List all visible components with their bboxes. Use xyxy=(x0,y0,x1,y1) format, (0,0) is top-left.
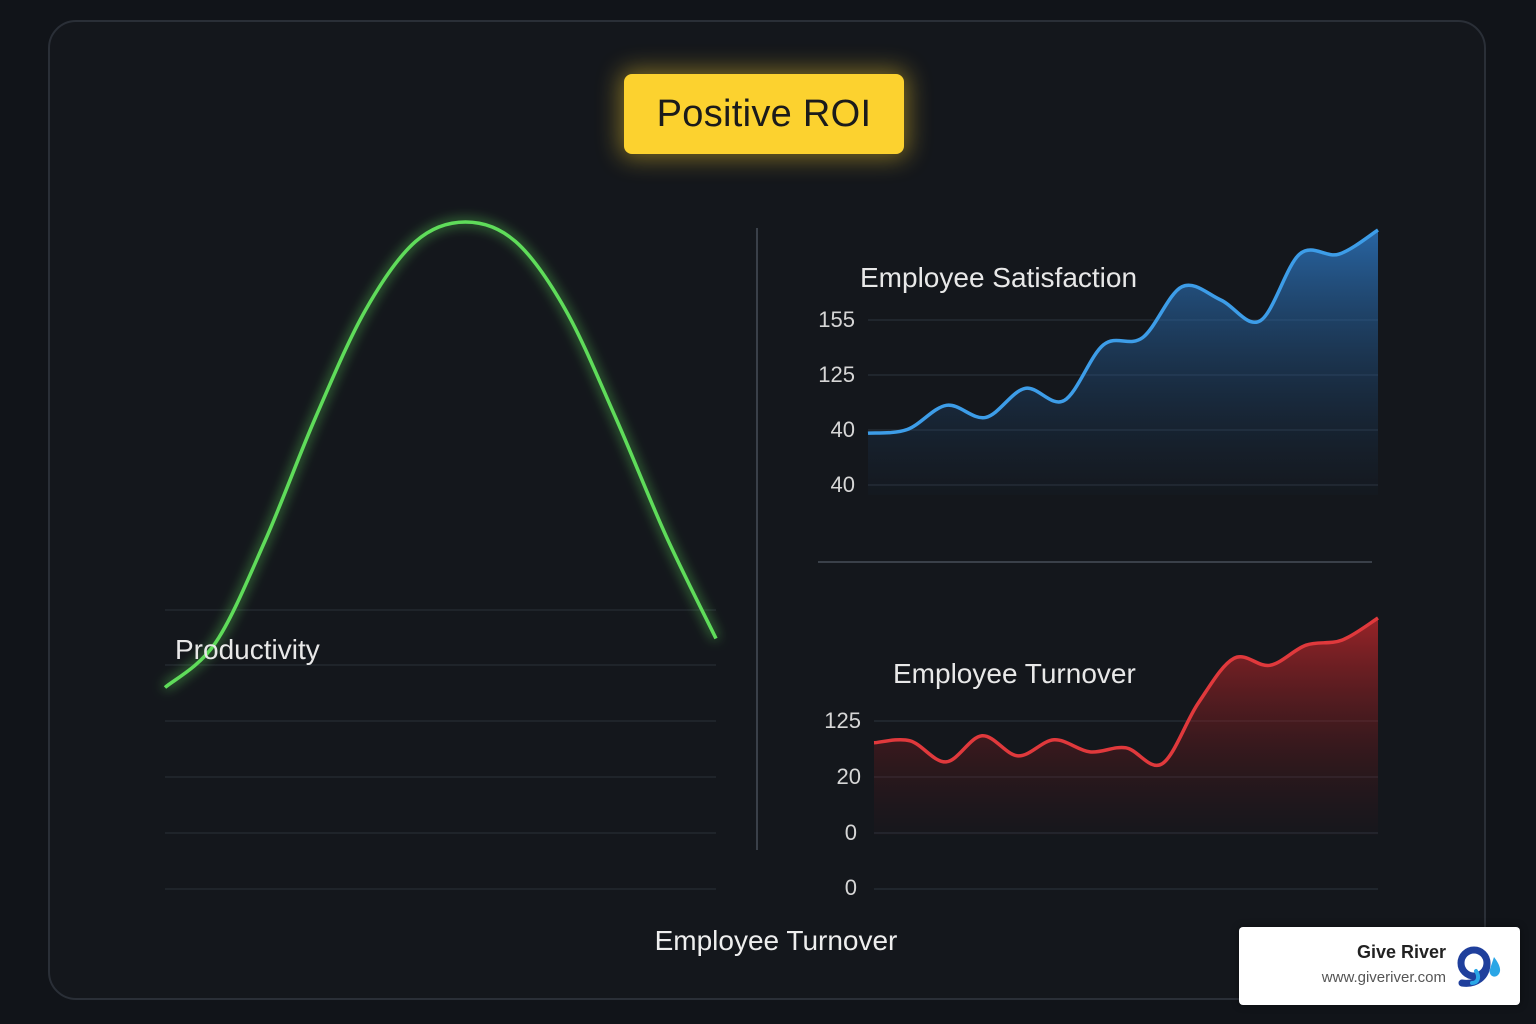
turnover-series-line xyxy=(873,616,1379,768)
satisfaction-ytick-label: 125 xyxy=(818,362,855,387)
footer-label: Employee Turnover xyxy=(655,925,898,956)
satisfaction-ytick-label: 155 xyxy=(818,307,855,332)
satisfaction-ytick-label: 40 xyxy=(831,417,855,442)
satisfaction-ytick-label: 40 xyxy=(831,472,855,497)
satisfaction-title: Employee Satisfaction xyxy=(860,262,1137,293)
turnover-ytick-label: 0 xyxy=(845,875,857,900)
turnover-ytick-label: 125 xyxy=(824,708,861,733)
chart-panel xyxy=(48,20,1486,1000)
satisfaction-series-area xyxy=(868,230,1378,495)
turnover-ytick-label: 20 xyxy=(837,764,861,789)
brand-name: Give River xyxy=(1356,942,1446,962)
give-river-logo-icon xyxy=(1457,946,1501,987)
satisfaction-series-line xyxy=(867,228,1379,435)
positive-roi-label: Positive ROI xyxy=(656,92,872,135)
turnover-series-area xyxy=(874,618,1378,835)
productivity-title: Productivity xyxy=(175,634,320,665)
turnover-title: Employee Turnover xyxy=(893,658,1136,689)
positive-roi-badge: Positive ROI xyxy=(624,74,904,154)
brand-card[interactable]: Give River www.giveriver.com xyxy=(1239,927,1520,1005)
productivity-gridlines xyxy=(165,609,716,890)
productivity-series-line xyxy=(163,220,718,689)
brand-url: www.giveriver.com xyxy=(1321,969,1446,986)
turnover-ytick-label: 0 xyxy=(845,820,857,845)
